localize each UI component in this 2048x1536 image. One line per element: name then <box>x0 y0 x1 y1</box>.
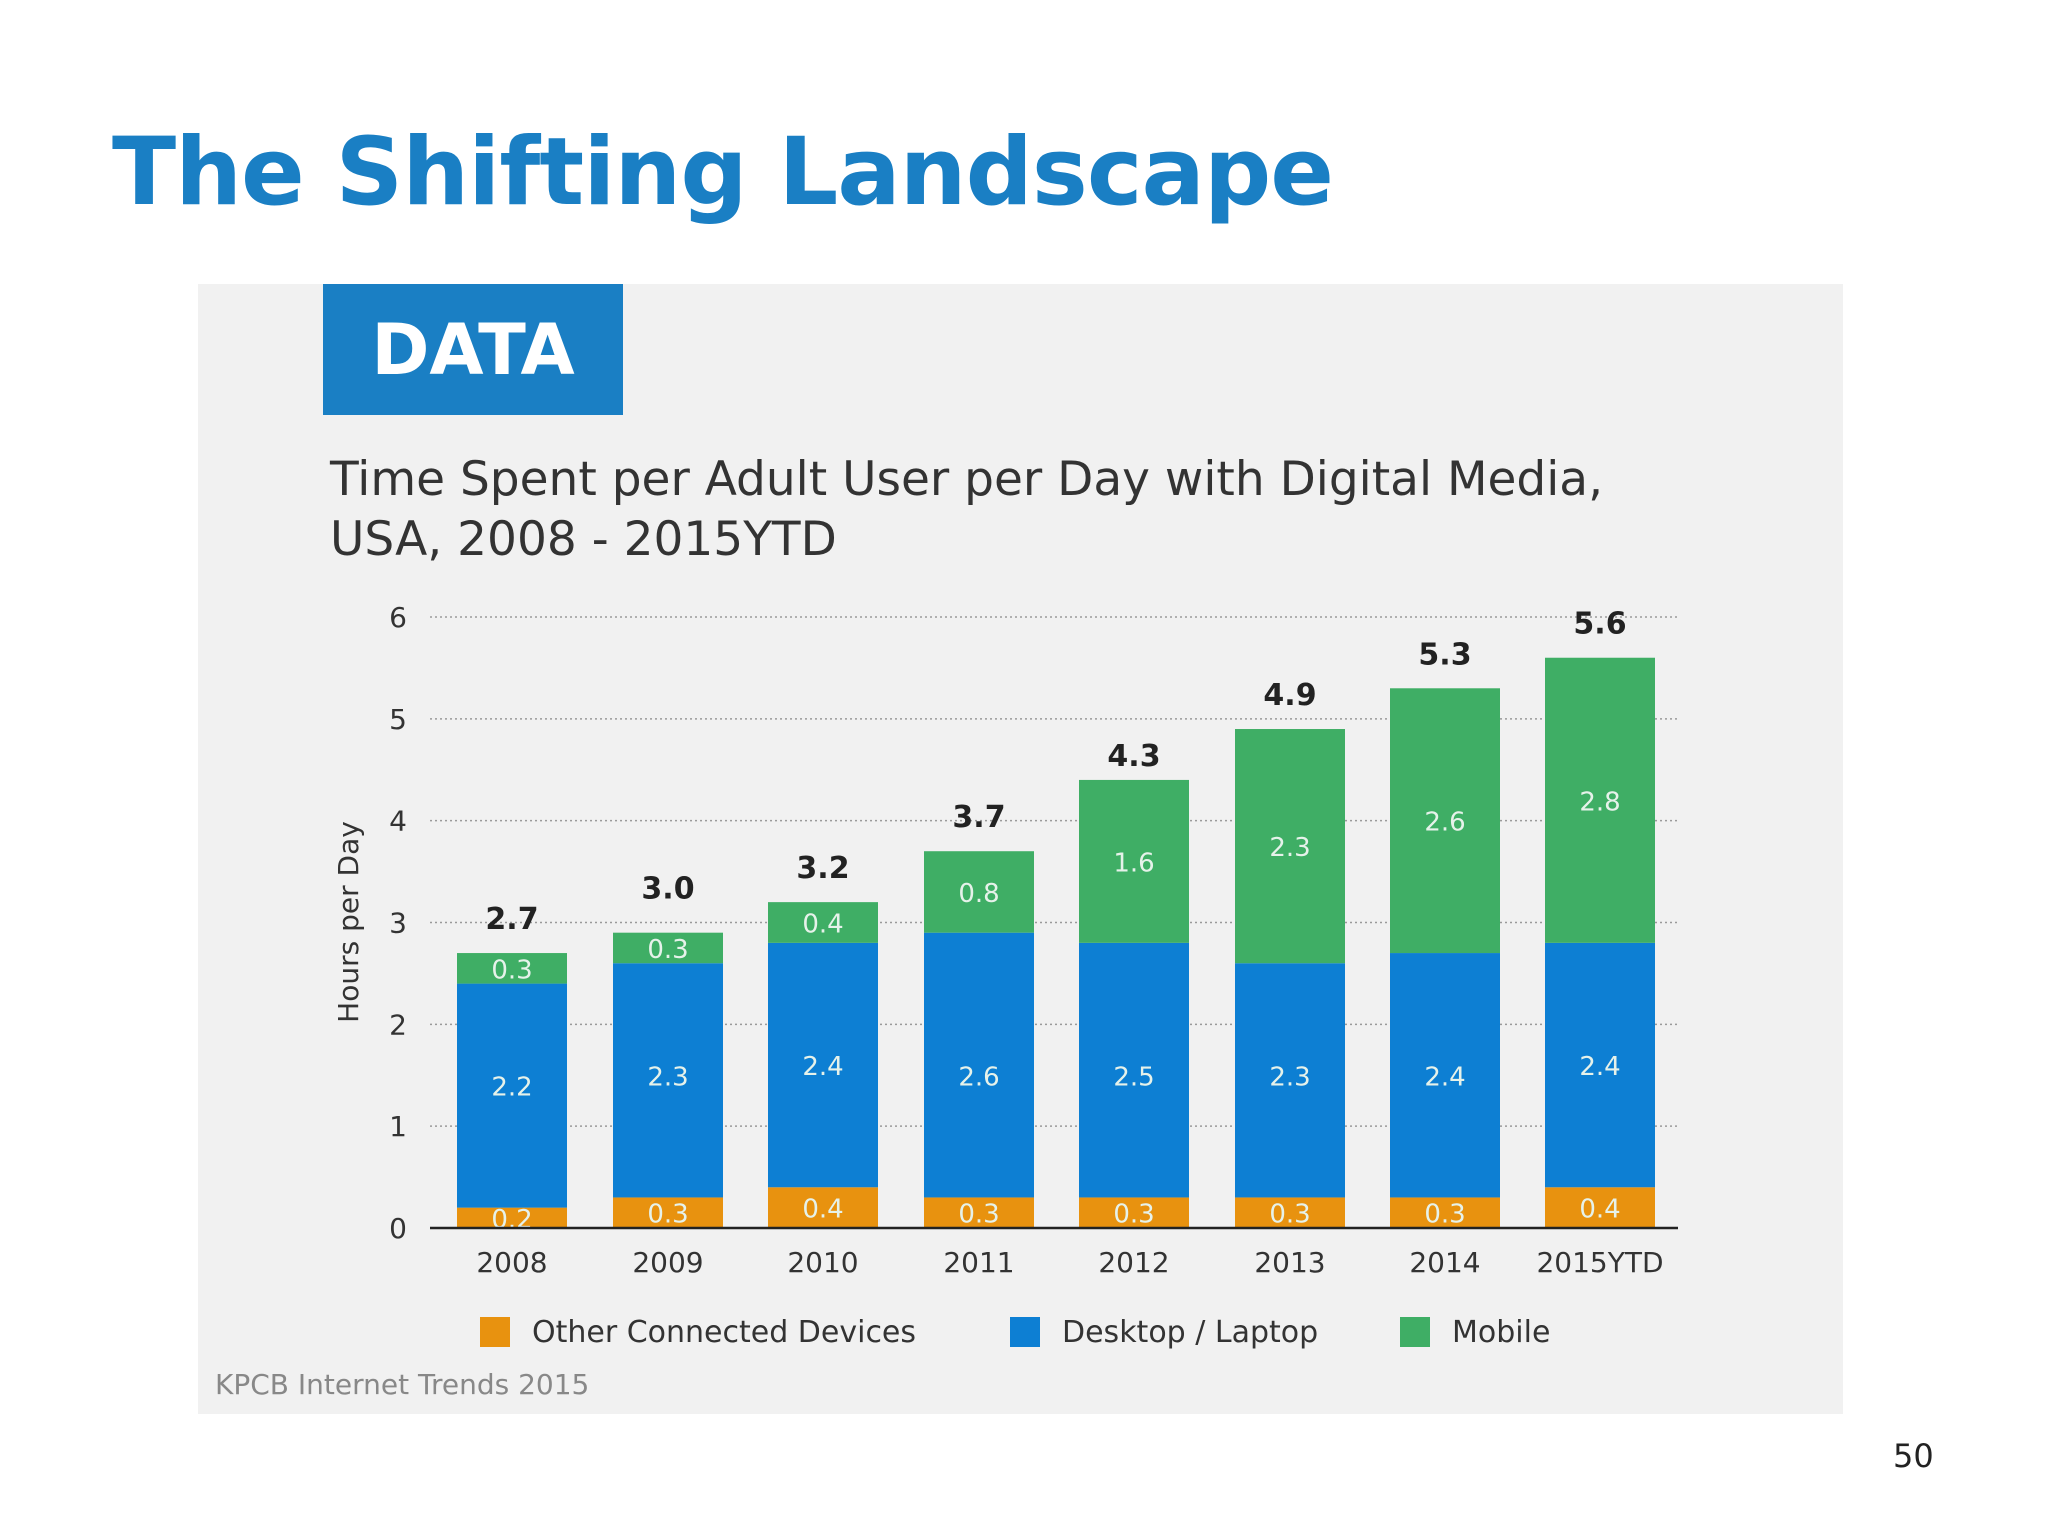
legend-swatch <box>1400 1317 1430 1347</box>
bar-segment <box>1545 657 1655 943</box>
bar-segment-label: 2.6 <box>958 1062 999 1092</box>
bar-segment <box>457 953 567 984</box>
bar-segment <box>1079 779 1189 943</box>
bar-total-label: 2.7 <box>485 902 538 937</box>
bar-segment-label: 0.4 <box>1579 1195 1620 1225</box>
bar-segment <box>768 1187 878 1228</box>
legend-swatch <box>480 1317 510 1347</box>
bar-segment <box>1235 963 1345 1198</box>
bar-segment-label: 2.6 <box>1424 808 1465 838</box>
x-tick-label: 2015YTD <box>1536 1246 1663 1279</box>
bar-segment-label: 0.3 <box>958 1200 999 1230</box>
slide-title: The Shifting Landscape <box>112 118 1334 227</box>
bar-segment <box>924 851 1034 933</box>
bar-total-label: 4.9 <box>1263 678 1316 713</box>
bar-segment-label: 2.3 <box>1269 1062 1310 1092</box>
bar-segment-label: 2.4 <box>1579 1052 1620 1082</box>
bar-segment-label: 1.6 <box>1113 848 1154 878</box>
bar-segment <box>1235 729 1345 964</box>
bar-segment <box>613 963 723 1198</box>
legend-label: Other Connected Devices <box>532 1315 916 1350</box>
chart-title-line-1: Time Spent per Adult User per Day with D… <box>330 452 1604 507</box>
bar-segment-label: 2.4 <box>802 1052 843 1082</box>
x-tick-label: 2014 <box>1409 1246 1480 1279</box>
bar-total-label: 5.3 <box>1418 637 1471 672</box>
chart-title: Time Spent per Adult User per Day with D… <box>330 450 1730 570</box>
bar-segment-label: 0.3 <box>647 1200 688 1230</box>
bar-segment <box>1390 688 1500 954</box>
bar-segment-label: 2.3 <box>1269 833 1310 863</box>
bar-segment-label: 2.5 <box>1113 1062 1154 1092</box>
bar-segment-label: 0.2 <box>491 1205 532 1235</box>
bar-segment-label: 2.3 <box>647 1062 688 1092</box>
y-tick-label: 5 <box>389 703 407 736</box>
chart-title-line-2: USA, 2008 - 2015YTD <box>330 512 837 567</box>
y-axis-label: Hours per Day <box>332 821 365 1023</box>
y-tick-label: 4 <box>389 805 407 838</box>
y-tick-label: 1 <box>389 1110 407 1143</box>
bar-segment <box>924 932 1034 1198</box>
bar-segment-label: 0.8 <box>958 879 999 909</box>
y-tick-label: 6 <box>389 601 407 634</box>
bar-segment-label: 0.3 <box>1269 1200 1310 1230</box>
bar-segment-label: 0.4 <box>802 1195 843 1225</box>
x-tick-label: 2011 <box>943 1246 1014 1279</box>
bar-segment-label: 2.4 <box>1424 1062 1465 1092</box>
bar-segment-label: 0.3 <box>1424 1200 1465 1230</box>
x-tick-label: 2008 <box>476 1246 547 1279</box>
bar-segment-label: 0.4 <box>802 910 843 940</box>
bar-segment <box>768 942 878 1188</box>
bar-segment <box>457 1207 567 1228</box>
bar-segment-label: 2.8 <box>1579 787 1620 817</box>
x-tick-label: 2010 <box>787 1246 858 1279</box>
x-tick-label: 2012 <box>1098 1246 1169 1279</box>
legend-label: Mobile <box>1452 1315 1550 1350</box>
bar-segment <box>1079 942 1189 1198</box>
legend-label: Desktop / Laptop <box>1062 1315 1318 1350</box>
bar-segment <box>1545 1187 1655 1228</box>
bar-segment <box>924 1197 1034 1228</box>
bar-segment <box>457 983 567 1208</box>
bar-segment <box>613 1197 723 1228</box>
bar-total-label: 4.3 <box>1107 739 1160 774</box>
x-tick-label: 2009 <box>632 1246 703 1279</box>
bar-segment-label: 2.2 <box>491 1072 532 1102</box>
bar-segment <box>1390 1197 1500 1228</box>
y-tick-label: 3 <box>389 907 407 940</box>
bar-total-label: 3.2 <box>796 851 849 886</box>
legend-swatch <box>1010 1317 1040 1347</box>
bar-segment-label: 0.3 <box>491 955 532 985</box>
bar-total-label: 3.7 <box>952 800 1005 835</box>
data-badge: DATA <box>323 284 623 415</box>
bar-segment <box>768 902 878 943</box>
page-number: 50 <box>1893 1437 1934 1475</box>
bar-segment <box>1545 942 1655 1188</box>
x-tick-label: 2013 <box>1254 1246 1325 1279</box>
y-tick-label: 0 <box>389 1212 407 1245</box>
bar-total-label: 5.6 <box>1573 607 1626 642</box>
bar-segment-label: 0.3 <box>647 935 688 965</box>
bar-segment <box>1235 1197 1345 1228</box>
bar-total-label: 3.0 <box>641 872 694 907</box>
bar-segment-label: 0.3 <box>1113 1200 1154 1230</box>
source-note: KPCB Internet Trends 2015 <box>215 1368 590 1401</box>
bar-segment <box>1390 953 1500 1198</box>
bar-segment <box>613 932 723 964</box>
bar-segment <box>1079 1197 1189 1228</box>
y-tick-label: 2 <box>389 1008 407 1041</box>
